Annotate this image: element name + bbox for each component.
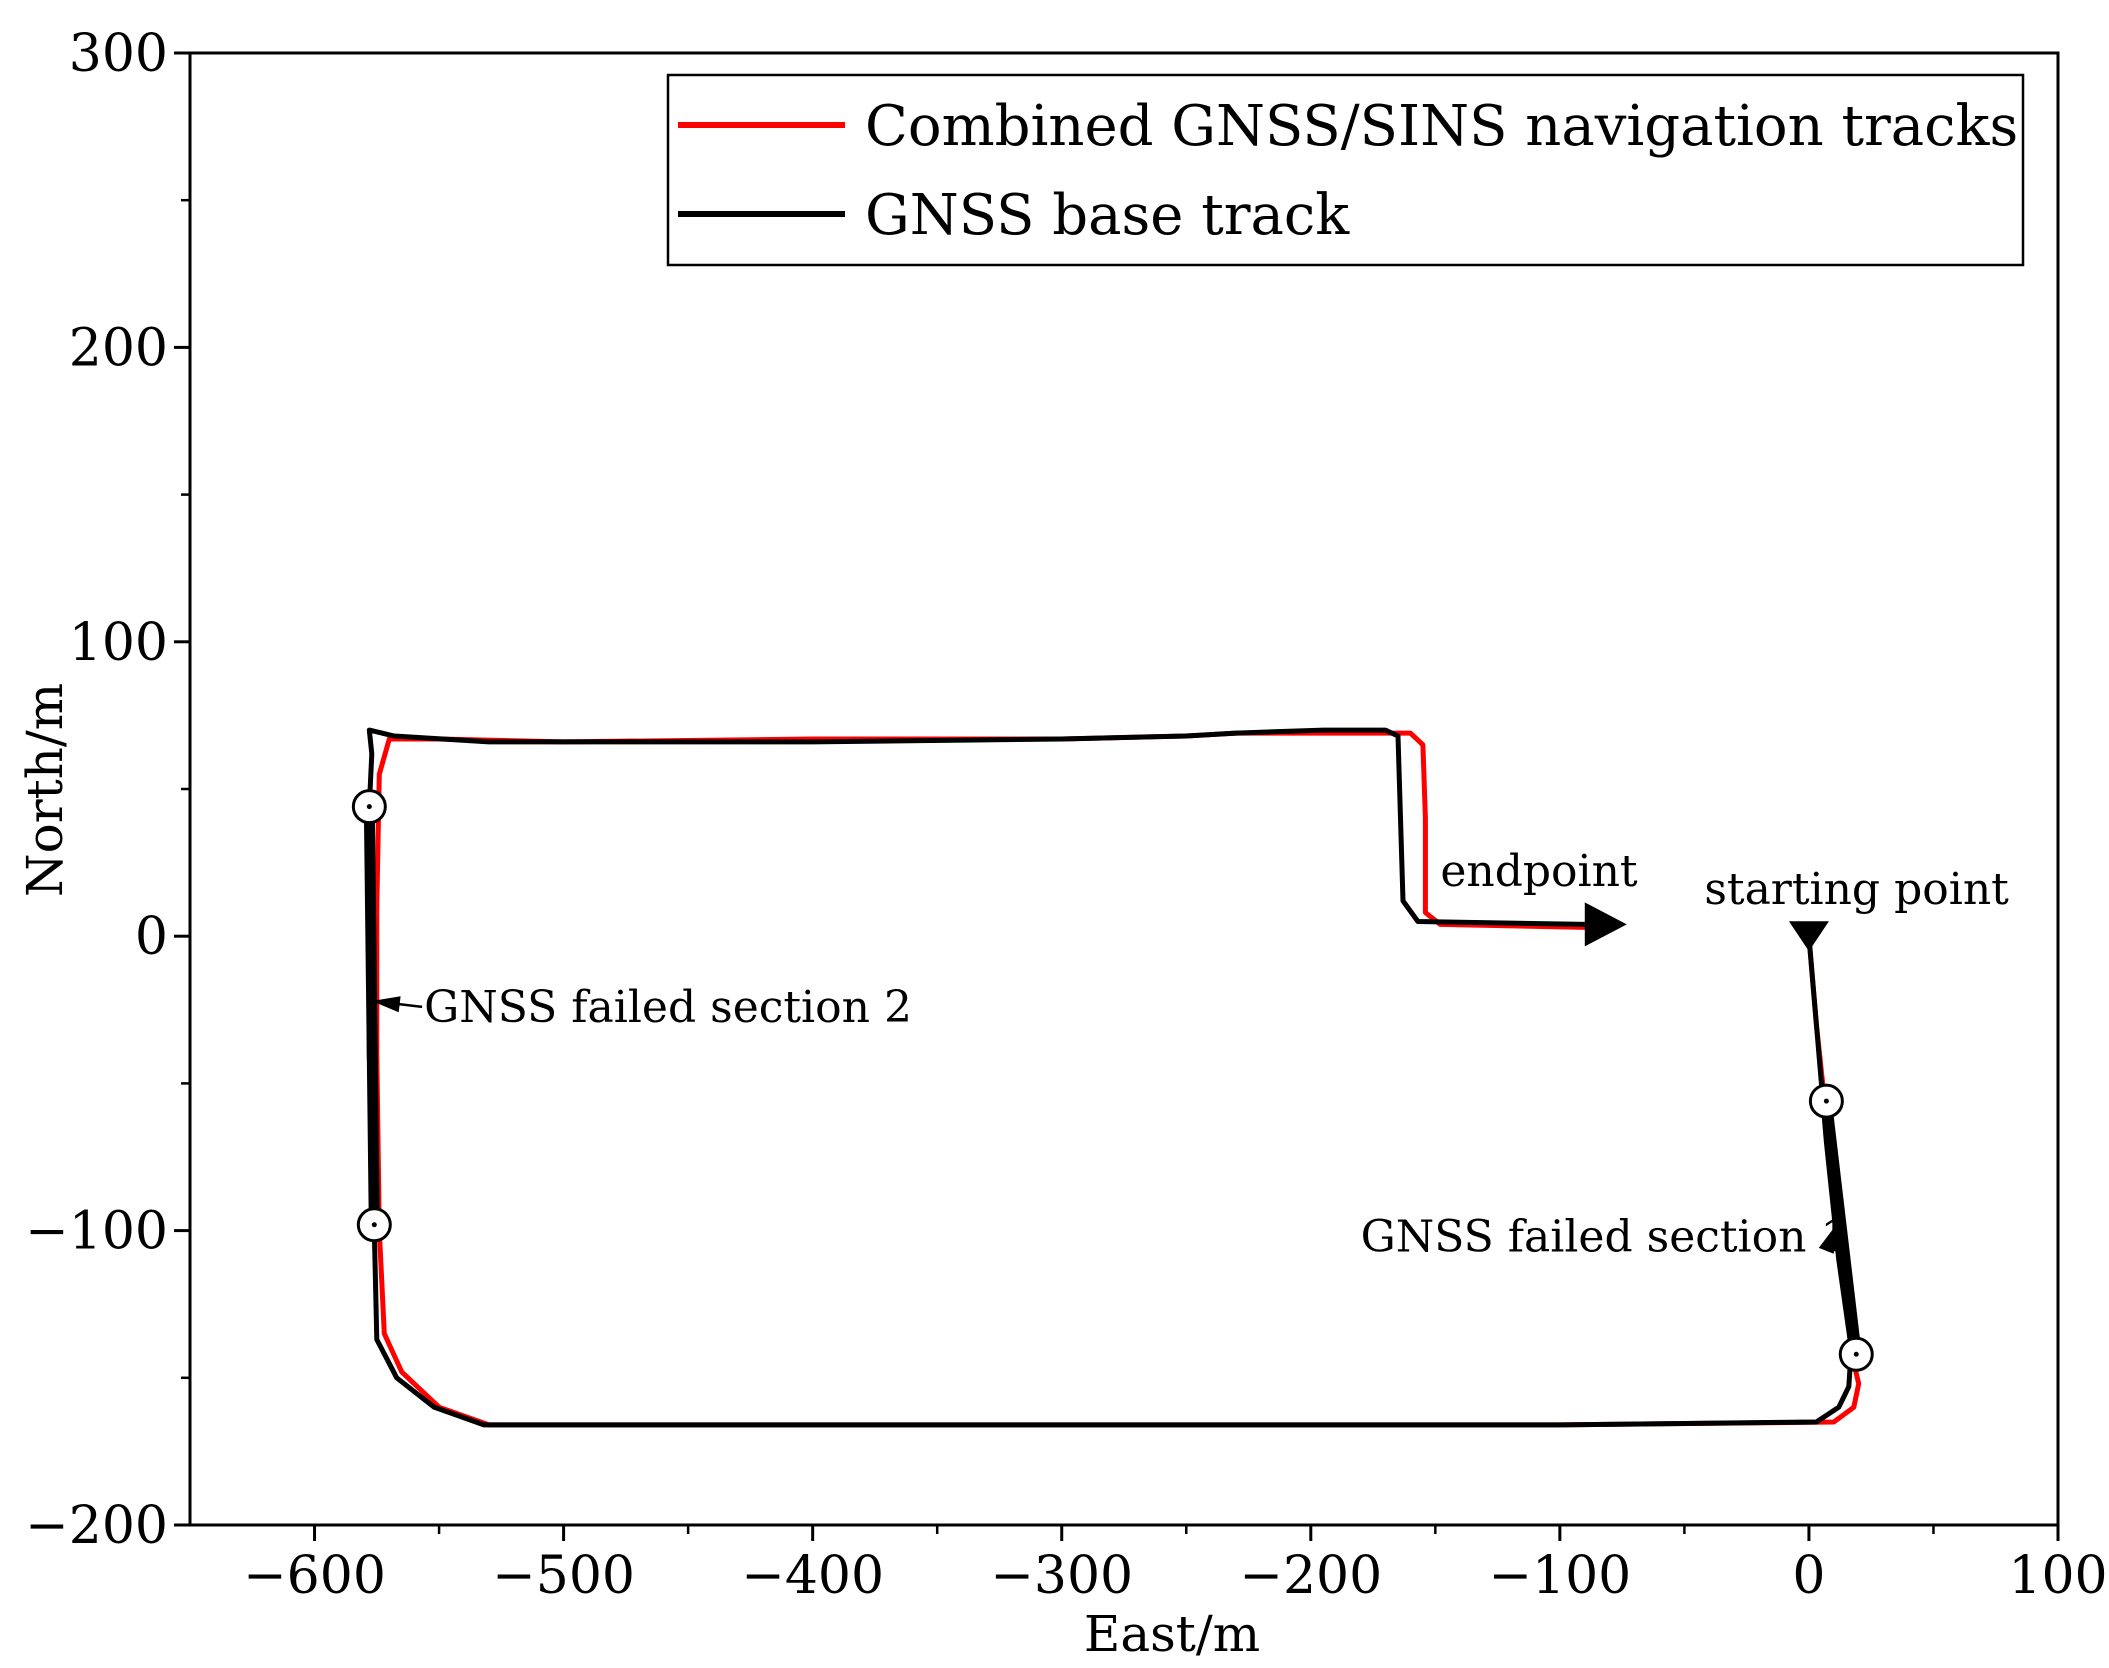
failure-boundary-dot [1823, 1098, 1829, 1104]
starting-point-label: starting point [1704, 864, 2009, 915]
x-axis-title: East/m [1084, 1605, 1260, 1663]
series-line-combined [374, 730, 1862, 1428]
series-layer [366, 727, 1862, 1428]
failure-boundary-dot [366, 804, 372, 810]
y-axis-title: North/m [16, 683, 74, 897]
y-tick-label: 300 [69, 24, 168, 84]
failed-sections-layer: GNSS failed section 1 GNSS failed section… [363, 801, 1862, 1360]
plot-area [188, 51, 2060, 1527]
annotations-layer: endpoint starting point [1440, 846, 2009, 915]
failed-section-1-arrow-head [1818, 1224, 1837, 1254]
x-tick-label: −600 [243, 1546, 386, 1606]
x-tick-label: −200 [1239, 1546, 1382, 1606]
failed-section-1-label: GNSS failed section 1 [1361, 1211, 1849, 1262]
x-tick-label: −100 [1488, 1546, 1631, 1606]
failed-section-2-segment [363, 801, 380, 1231]
y-tick-label: −100 [25, 1202, 168, 1262]
failed-section-1-segment [1820, 1095, 1862, 1360]
start-triangle-marker [1788, 921, 1829, 952]
end-arrow-marker [1584, 902, 1627, 947]
x-tick-label: −400 [741, 1546, 884, 1606]
failure-boundary-dot [371, 1222, 377, 1228]
markers-layer [351, 789, 1874, 1372]
failed-section-2-arrow-head [371, 996, 401, 1013]
x-tick-label: −500 [492, 1546, 635, 1606]
y-tick-label: 0 [135, 907, 168, 967]
failed-section-2-label: GNSS failed section 2 [424, 982, 912, 1033]
y-tick-label: −200 [25, 1496, 168, 1556]
legend-label-combined: Combined GNSS/SINS navigation tracks [865, 94, 2018, 159]
y-tick-label: 200 [69, 318, 168, 378]
x-axis-ticks: −600 −500 −400 −300 −200 −100 0 100 [243, 1525, 2108, 1606]
legend: Combined GNSS/SINS navigation tracks GNS… [666, 73, 2025, 267]
legend-box [666, 73, 2025, 267]
y-tick-label: 100 [69, 613, 168, 673]
x-tick-label: −300 [990, 1546, 1133, 1606]
x-tick-label: 0 [1792, 1546, 1825, 1606]
failure-boundary-dot [1853, 1351, 1859, 1357]
legend-label-gnss: GNSS base track [865, 183, 1350, 248]
y-axis-ticks: −200 −100 0 100 200 300 [25, 24, 190, 1556]
endpoint-label: endpoint [1440, 846, 1638, 897]
plot-frame [188, 51, 2060, 1527]
series-line-gnss [366, 727, 1854, 1428]
x-tick-label: 100 [2008, 1546, 2107, 1606]
